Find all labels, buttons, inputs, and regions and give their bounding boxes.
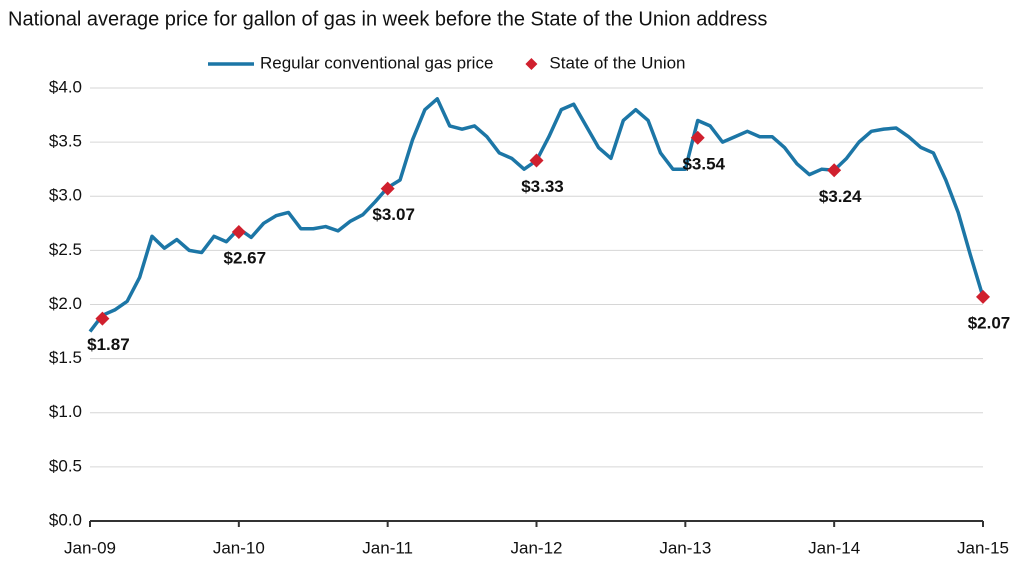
legend-marker <box>525 58 538 70</box>
y-tick-label: $4.0 <box>49 77 82 96</box>
y-tick-label: $1.5 <box>49 348 82 367</box>
y-tick-label: $0.5 <box>49 456 82 475</box>
sotu-marker <box>380 181 395 196</box>
x-tick-label: Jan-15 <box>957 538 1009 557</box>
x-tick-label: Jan-09 <box>64 538 116 557</box>
y-tick-label: $1.0 <box>49 402 82 421</box>
data-label: $1.87 <box>87 335 130 354</box>
x-tick-label: Jan-11 <box>362 538 413 557</box>
sotu-marker <box>95 311 110 326</box>
sotu-marker <box>690 130 705 145</box>
y-tick-label: $3.0 <box>49 186 82 205</box>
data-label: $3.33 <box>521 177 564 196</box>
x-tick-label: Jan-12 <box>511 538 563 557</box>
data-label: $3.24 <box>819 187 862 206</box>
data-label: $2.67 <box>224 248 267 267</box>
y-tick-label: $0.0 <box>49 510 82 529</box>
sotu-marker <box>827 163 842 178</box>
legend-label: Regular conventional gas price <box>260 53 493 72</box>
price-line <box>88 97 985 333</box>
y-tick-label: $2.0 <box>49 294 82 313</box>
legend-label: State of the Union <box>549 53 685 72</box>
x-tick-label: Jan-10 <box>213 538 265 557</box>
data-label: $3.54 <box>682 154 725 173</box>
x-tick-label: Jan-14 <box>808 538 860 557</box>
y-tick-label: $3.5 <box>49 132 82 151</box>
y-tick-label: $2.5 <box>49 240 82 259</box>
sotu-marker <box>976 289 990 304</box>
data-label: $3.07 <box>372 205 415 224</box>
chart-title: National average price for gallon of gas… <box>8 8 767 30</box>
sotu-marker <box>529 153 544 168</box>
sotu-marker <box>231 224 246 239</box>
x-tick-label: Jan-13 <box>659 538 711 557</box>
data-label: $2.07 <box>968 313 1011 332</box>
